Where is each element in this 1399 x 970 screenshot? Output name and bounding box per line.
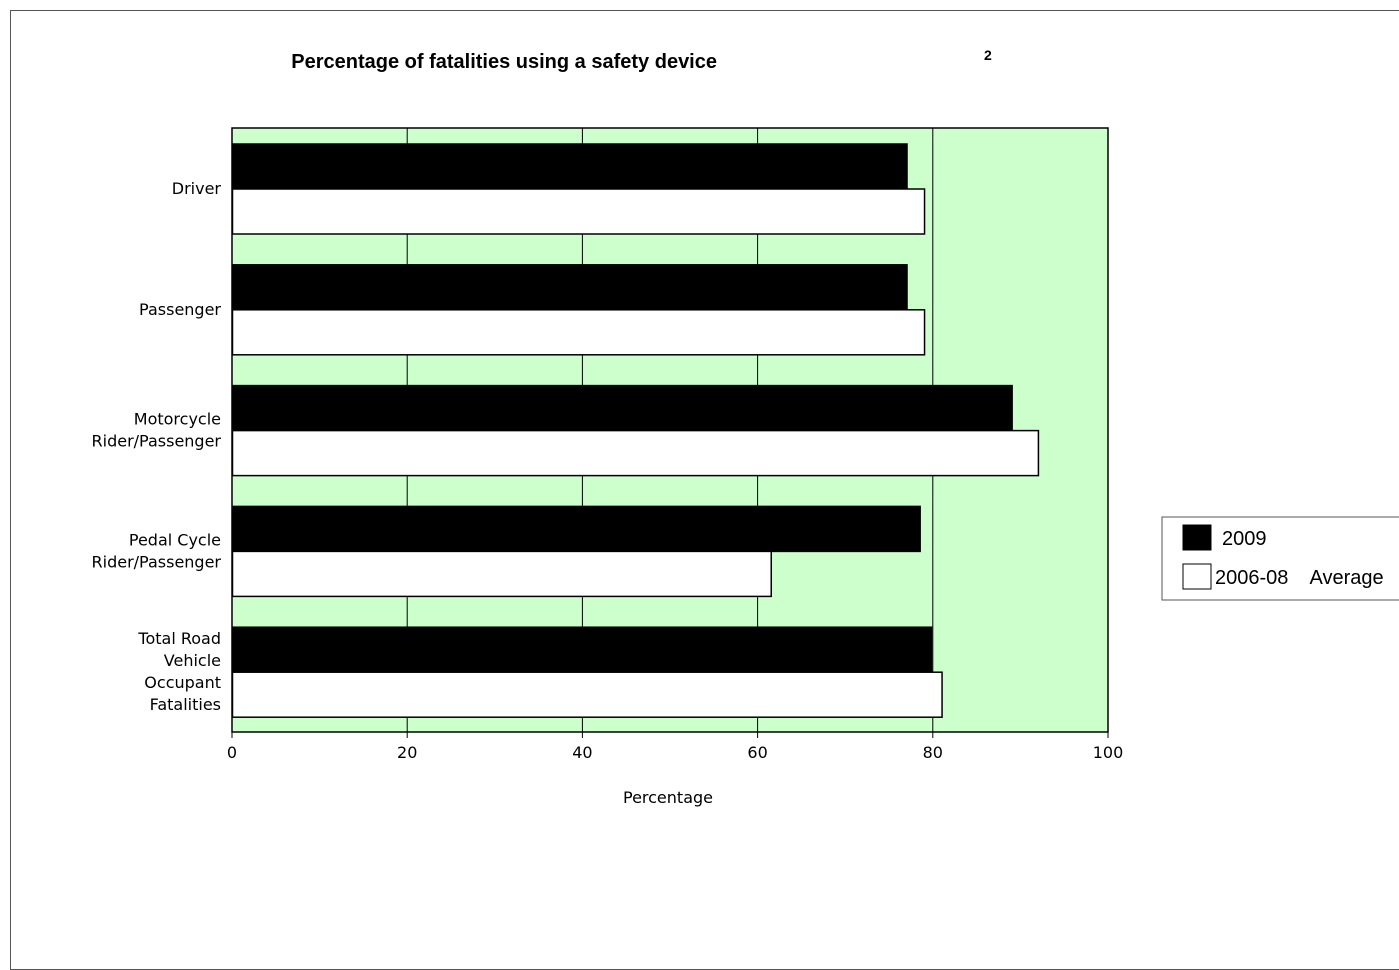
x-tick-label: 100 (1093, 743, 1124, 762)
bar-series-2006-08-average (231, 309, 926, 356)
x-tick-label: 60 (747, 743, 767, 762)
chart-title: Percentage of fatalities using a safety … (291, 51, 717, 73)
bar-series-2006-08-average (231, 550, 772, 598)
y-category-label: Driver (172, 179, 222, 198)
y-axis-category-labels: Driver Passenger Motorcycle Rider/Passenger… (92, 179, 222, 714)
bar-series-2006-08-average (231, 188, 926, 235)
plot-border (231, 127, 1109, 733)
x-tick-label: 80 (923, 743, 943, 762)
bar-series-2006-08-average (231, 671, 943, 718)
bar-series-2009 (231, 505, 921, 553)
chart-title-superscript: 2 (984, 47, 992, 63)
legend-swatch-2006-08-average (1182, 563, 1212, 590)
x-axis-ticks: 0 20 40 60 80 100 (227, 732, 1123, 762)
x-axis-title: Percentage (623, 788, 713, 807)
legend: 2009 2006-08 Average (1161, 516, 1399, 601)
bar-series-2006-08-average (231, 429, 1040, 477)
y-category-label: Motorcycle Rider/Passenger (92, 410, 222, 451)
y-category-label: Total Road Vehicle Occupant Fatalities (137, 629, 221, 714)
x-tick-label: 20 (397, 743, 417, 762)
legend-label-2006-08-average: 2006-08 Average (1215, 567, 1384, 589)
y-category-label: Pedal Cycle Rider/Passenger (92, 530, 222, 571)
bar-series-2009 (231, 384, 1013, 432)
legend-swatch-2009 (1182, 524, 1212, 551)
plot-area (231, 127, 1109, 733)
bar-series-2009 (231, 264, 908, 311)
x-tick-label: 40 (572, 743, 592, 762)
y-category-label: Passenger (139, 300, 221, 319)
bar-series-2009 (231, 626, 933, 673)
legend-label-2009: 2009 (1222, 528, 1267, 550)
x-tick-label: 0 (227, 743, 237, 762)
bar-series-2009 (231, 143, 908, 190)
